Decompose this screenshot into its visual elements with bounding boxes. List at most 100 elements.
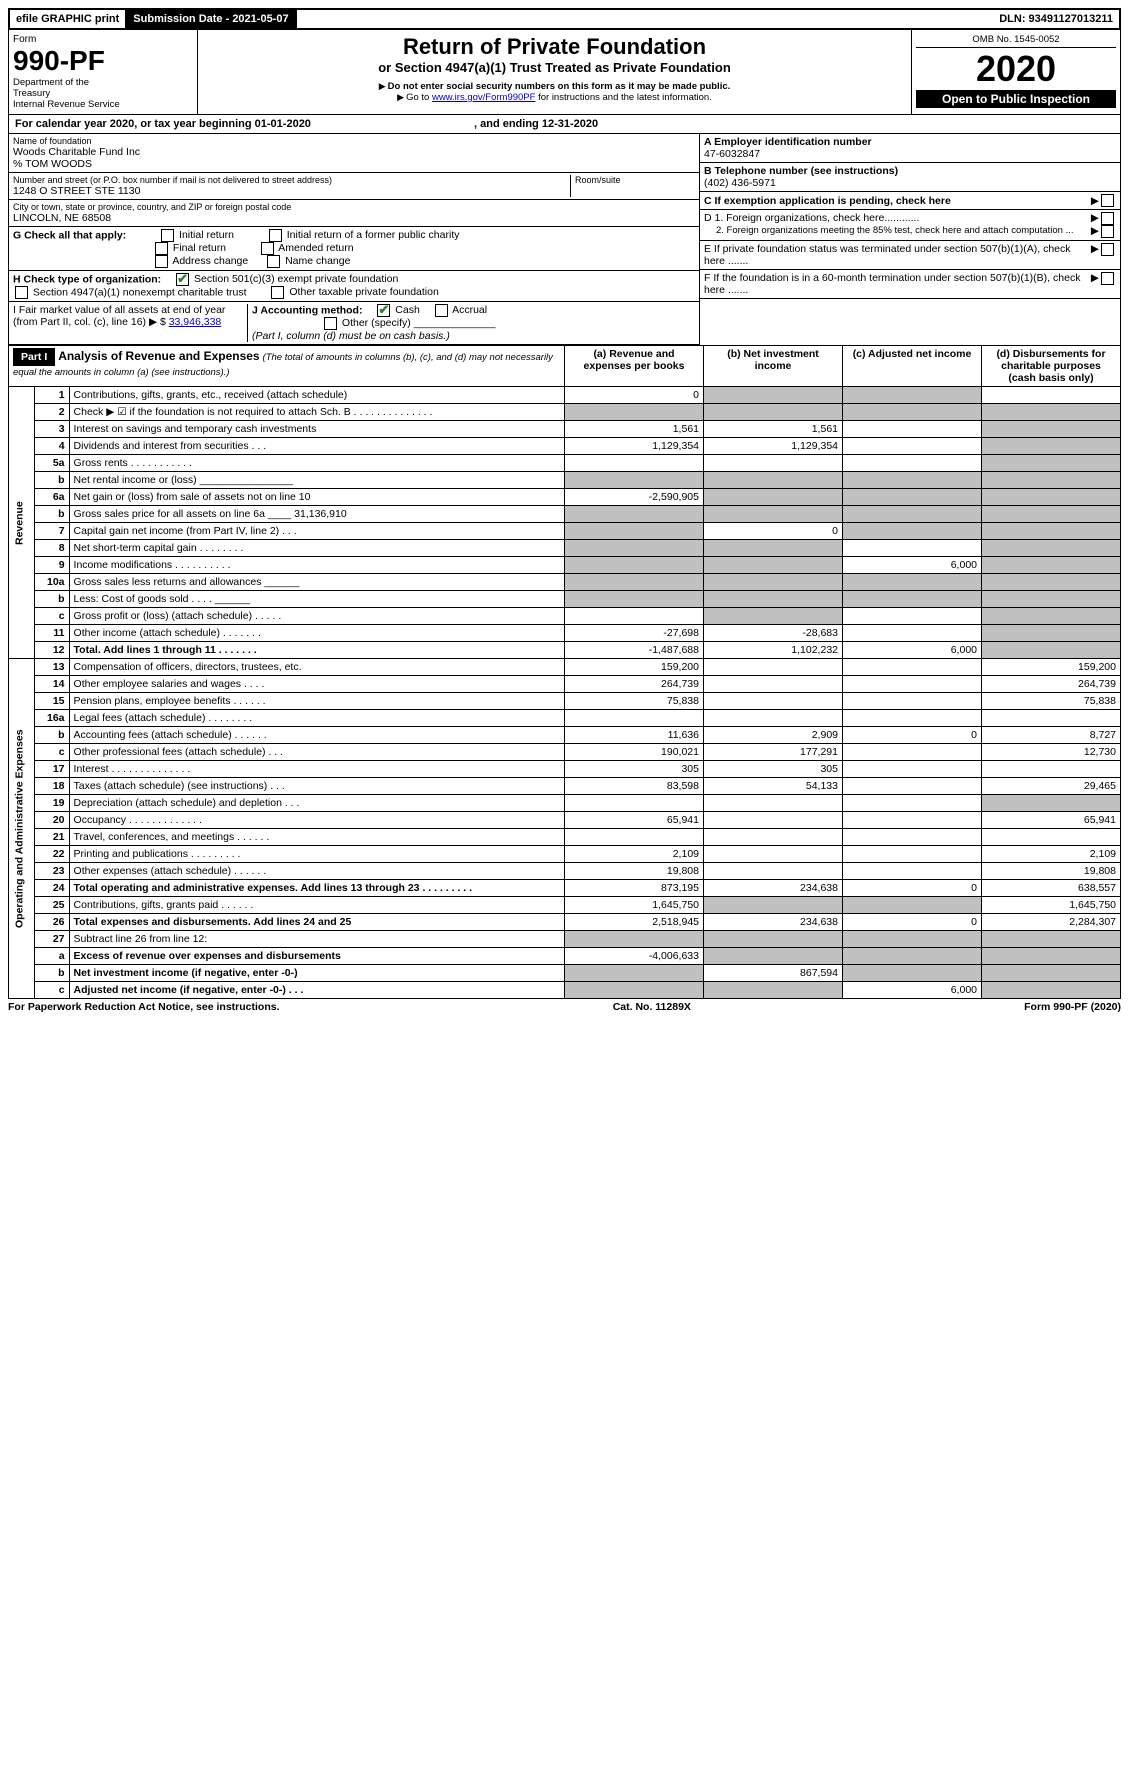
amount-cell: [843, 472, 982, 489]
line-desc: Other income (attach schedule) . . . . .…: [69, 625, 564, 642]
amount-cell: [843, 591, 982, 608]
j2-check[interactable]: [435, 304, 448, 317]
h2: Section 4947(a)(1) nonexempt charitable …: [33, 286, 247, 298]
line-desc: Travel, conferences, and meetings . . . …: [69, 829, 564, 846]
amount-cell: [565, 506, 704, 523]
amount-cell: 234,638: [704, 914, 843, 931]
table-row: 20Occupancy . . . . . . . . . . . . .65,…: [9, 812, 1121, 829]
line-num: 24: [34, 880, 69, 897]
line-num: 21: [34, 829, 69, 846]
amount-cell: 234,638: [704, 880, 843, 897]
h-label: H Check type of organization:: [13, 273, 161, 285]
line-desc: Income modifications . . . . . . . . . .: [69, 557, 564, 574]
amount-cell: [565, 795, 704, 812]
amount-cell: [982, 404, 1121, 421]
amount-cell: 2,909: [704, 727, 843, 744]
line-desc: Legal fees (attach schedule) . . . . . .…: [69, 710, 564, 727]
amount-cell: 83,598: [565, 778, 704, 795]
table-row: 2Check ▶ ☑ if the foundation is not requ…: [9, 404, 1121, 421]
amount-cell: [843, 846, 982, 863]
line-num: 2: [34, 404, 69, 421]
f-check[interactable]: [1101, 272, 1114, 285]
table-row: Revenue1Contributions, gifts, grants, et…: [9, 387, 1121, 404]
form-word: Form: [13, 34, 193, 45]
amount-cell: [565, 829, 704, 846]
amount-cell: [843, 387, 982, 404]
amount-cell: -28,683: [704, 625, 843, 642]
table-row: 10aGross sales less returns and allowanc…: [9, 574, 1121, 591]
amount-cell: [843, 540, 982, 557]
header-left: Form 990-PF Department of the Treasury I…: [9, 30, 198, 114]
line-num: c: [34, 982, 69, 999]
amount-cell: [565, 710, 704, 727]
amount-cell: [843, 744, 982, 761]
amount-cell: [843, 421, 982, 438]
j3-check[interactable]: [324, 317, 337, 330]
line-desc: Total. Add lines 1 through 11 . . . . . …: [69, 642, 564, 659]
g5-check[interactable]: [155, 255, 168, 268]
amount-cell: [982, 625, 1121, 642]
g4-check[interactable]: [261, 242, 274, 255]
amount-cell: [982, 608, 1121, 625]
amount-cell: [843, 455, 982, 472]
phone: (402) 436-5971: [704, 177, 776, 189]
i-value[interactable]: 33,946,338: [169, 316, 222, 328]
table-row: 3Interest on savings and temporary cash …: [9, 421, 1121, 438]
amount-cell: 1,561: [565, 421, 704, 438]
amount-cell: [843, 506, 982, 523]
amount-cell: 305: [704, 761, 843, 778]
amount-cell: [982, 574, 1121, 591]
line-num: 6a: [34, 489, 69, 506]
footer: For Paperwork Reduction Act Notice, see …: [8, 999, 1121, 1013]
line-num: b: [34, 472, 69, 489]
amount-cell: 873,195: [565, 880, 704, 897]
table-row: bGross sales price for all assets on lin…: [9, 506, 1121, 523]
form-number: 990-PF: [13, 45, 193, 77]
part1-table: Part I Analysis of Revenue and Expenses …: [8, 345, 1121, 999]
amount-cell: [704, 387, 843, 404]
d1-check[interactable]: [1101, 212, 1114, 225]
c-check[interactable]: [1101, 194, 1114, 207]
j1-check[interactable]: [377, 304, 390, 317]
amount-cell: [982, 761, 1121, 778]
g2: Initial return of a former public charit…: [287, 229, 460, 241]
table-row: 16aLegal fees (attach schedule) . . . . …: [9, 710, 1121, 727]
line-num: 18: [34, 778, 69, 795]
amount-cell: [565, 574, 704, 591]
amount-cell: [982, 387, 1121, 404]
city-label: City or town, state or province, country…: [13, 202, 695, 212]
line-desc: Gross profit or (loss) (attach schedule)…: [69, 608, 564, 625]
g3-check[interactable]: [155, 242, 168, 255]
line-desc: Gross rents . . . . . . . . . . .: [69, 455, 564, 472]
h1-check[interactable]: [176, 273, 189, 286]
j-note: (Part I, column (d) must be on cash basi…: [252, 330, 450, 342]
g2-check[interactable]: [269, 229, 282, 242]
amount-cell: [565, 472, 704, 489]
amount-cell: 305: [565, 761, 704, 778]
col-d: (d) Disbursements for charitable purpose…: [982, 346, 1121, 387]
irs-link[interactable]: www.irs.gov/Form990PF: [432, 92, 535, 103]
footer-mid: Cat. No. 11289X: [613, 1001, 691, 1013]
d2-check[interactable]: [1101, 225, 1114, 238]
tax-year: 2020: [916, 48, 1116, 90]
amount-cell: [982, 931, 1121, 948]
table-row: 27Subtract line 26 from line 12:: [9, 931, 1121, 948]
g1-check[interactable]: [161, 229, 174, 242]
amount-cell: 6,000: [843, 557, 982, 574]
amount-cell: [565, 931, 704, 948]
line-num: 11: [34, 625, 69, 642]
h3-check[interactable]: [271, 286, 284, 299]
amount-cell: [704, 948, 843, 965]
line-desc: Accounting fees (attach schedule) . . . …: [69, 727, 564, 744]
amount-cell: 6,000: [843, 982, 982, 999]
line-num: 3: [34, 421, 69, 438]
amount-cell: [565, 523, 704, 540]
line-desc: Gross sales price for all assets on line…: [69, 506, 564, 523]
table-row: cOther professional fees (attach schedul…: [9, 744, 1121, 761]
h2-check[interactable]: [15, 286, 28, 299]
g6-check[interactable]: [267, 255, 280, 268]
line-desc: Less: Cost of goods sold . . . . ______: [69, 591, 564, 608]
amount-cell: [843, 761, 982, 778]
e-check[interactable]: [1101, 243, 1114, 256]
amount-cell: [843, 965, 982, 982]
